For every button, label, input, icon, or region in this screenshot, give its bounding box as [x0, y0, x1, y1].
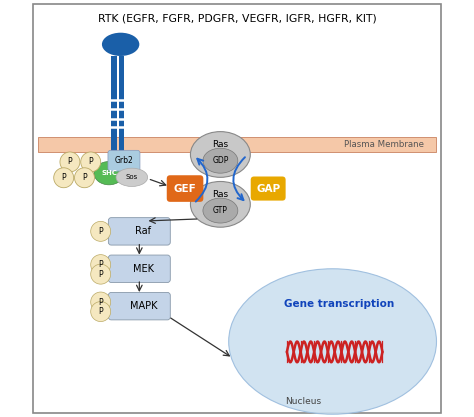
Text: P: P [68, 158, 72, 166]
Text: GTP: GTP [213, 206, 228, 215]
FancyBboxPatch shape [251, 176, 286, 201]
FancyBboxPatch shape [167, 175, 203, 202]
Circle shape [54, 168, 73, 188]
Ellipse shape [102, 33, 139, 56]
Circle shape [91, 264, 110, 284]
Text: P: P [99, 307, 103, 316]
Text: MEK: MEK [133, 264, 154, 274]
Ellipse shape [116, 168, 147, 186]
Circle shape [91, 255, 110, 274]
Text: P: P [88, 158, 93, 166]
Text: Raf: Raf [136, 226, 152, 236]
Circle shape [60, 152, 80, 172]
Circle shape [91, 301, 110, 322]
FancyBboxPatch shape [109, 255, 170, 282]
Ellipse shape [203, 198, 238, 223]
Text: P: P [82, 173, 87, 182]
Text: P: P [99, 227, 103, 236]
FancyBboxPatch shape [109, 292, 170, 320]
Text: P: P [99, 260, 103, 269]
Text: Ras: Ras [212, 190, 228, 199]
Ellipse shape [191, 181, 250, 227]
Text: Grb2: Grb2 [115, 156, 133, 165]
FancyBboxPatch shape [33, 4, 441, 413]
Ellipse shape [94, 161, 124, 185]
Text: P: P [99, 297, 103, 306]
Text: Sos: Sos [126, 174, 138, 180]
Text: RTK (EGFR, FGFR, PDGFR, VEGFR, IGFR, HGFR, KIT): RTK (EGFR, FGFR, PDGFR, VEGFR, IGFR, HGF… [98, 14, 376, 24]
Text: SHC: SHC [101, 170, 117, 176]
Text: Nucleus: Nucleus [285, 397, 321, 406]
Circle shape [91, 221, 110, 241]
Text: Ras: Ras [212, 140, 228, 149]
Circle shape [91, 292, 110, 312]
Circle shape [74, 168, 94, 188]
Text: MAPK: MAPK [130, 301, 157, 311]
Text: Gene transcription: Gene transcription [284, 299, 394, 309]
Text: P: P [99, 270, 103, 279]
FancyBboxPatch shape [108, 150, 140, 171]
Text: GAP: GAP [256, 183, 280, 193]
Text: Plasma Membrane: Plasma Membrane [344, 140, 424, 149]
FancyBboxPatch shape [109, 218, 170, 245]
Bar [118, 55, 124, 151]
Bar [111, 55, 117, 151]
Text: P: P [61, 173, 66, 182]
Ellipse shape [228, 269, 437, 414]
Text: GEF: GEF [173, 183, 196, 193]
Bar [37, 137, 437, 152]
Ellipse shape [191, 132, 250, 177]
Circle shape [81, 152, 100, 172]
Ellipse shape [203, 148, 238, 173]
Text: GDP: GDP [212, 156, 228, 165]
